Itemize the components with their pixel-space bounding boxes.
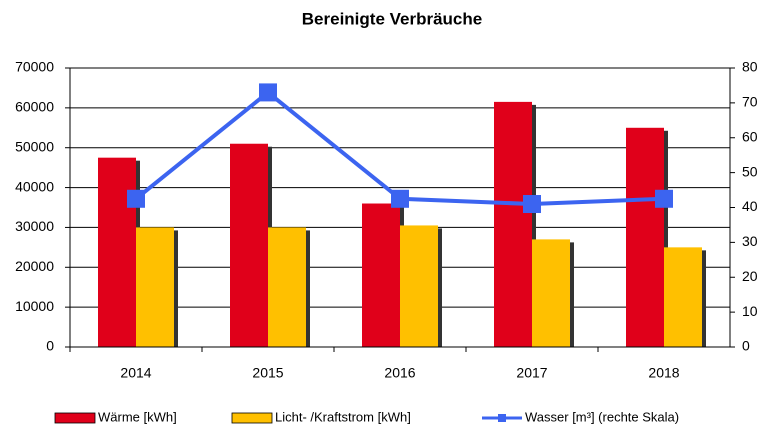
y-tick-label: 20000 <box>15 258 54 274</box>
y2-tick-label: 50 <box>742 163 758 179</box>
x-tick-label: 2016 <box>384 365 415 381</box>
legend-swatch <box>231 412 273 424</box>
x-tick-label: 2015 <box>252 365 283 381</box>
bar <box>626 127 664 348</box>
marker <box>259 83 277 102</box>
y-tick-label: 60000 <box>15 99 54 115</box>
bar <box>400 225 438 347</box>
y-tick-label: 70000 <box>15 59 54 75</box>
bar <box>532 239 570 347</box>
legend-label: Wasser [m³] (rechte Skala) <box>525 409 679 424</box>
y2-tick-label: 80 <box>742 59 758 75</box>
y2-tick-label: 20 <box>742 268 758 284</box>
legend-swatch <box>54 412 96 424</box>
y2-tick-label: 70 <box>742 94 758 110</box>
x-tick-label: 2014 <box>120 365 151 381</box>
bar <box>664 247 702 347</box>
y2-tick-label: 30 <box>742 233 758 249</box>
bar <box>230 143 268 347</box>
marker <box>127 189 145 208</box>
y2-tick-label: 40 <box>742 198 758 214</box>
x-tick-label: 2018 <box>648 365 679 381</box>
marker <box>391 189 409 208</box>
marker <box>655 189 673 208</box>
bar <box>268 227 306 347</box>
y-tick-label: 30000 <box>15 218 54 234</box>
bar <box>362 203 400 347</box>
y2-tick-label: 60 <box>742 128 758 144</box>
y-tick-label: 0 <box>46 338 54 354</box>
bar <box>494 101 532 347</box>
y-tick-label: 50000 <box>15 138 54 154</box>
y-tick-label: 10000 <box>15 298 54 314</box>
y2-tick-label: 0 <box>742 338 750 354</box>
marker <box>523 195 541 214</box>
legend-label: Wärme [kWh] <box>98 409 177 424</box>
legend-label: Licht- /Kraftstrom [kWh] <box>275 409 411 424</box>
y-tick-label: 40000 <box>15 178 54 194</box>
bar <box>98 157 136 347</box>
x-tick-label: 2017 <box>516 365 547 381</box>
y2-tick-label: 10 <box>742 303 758 319</box>
legend-marker <box>498 414 506 422</box>
chart-title: Bereinigte Verbräuche <box>302 9 482 28</box>
bar <box>136 227 174 347</box>
